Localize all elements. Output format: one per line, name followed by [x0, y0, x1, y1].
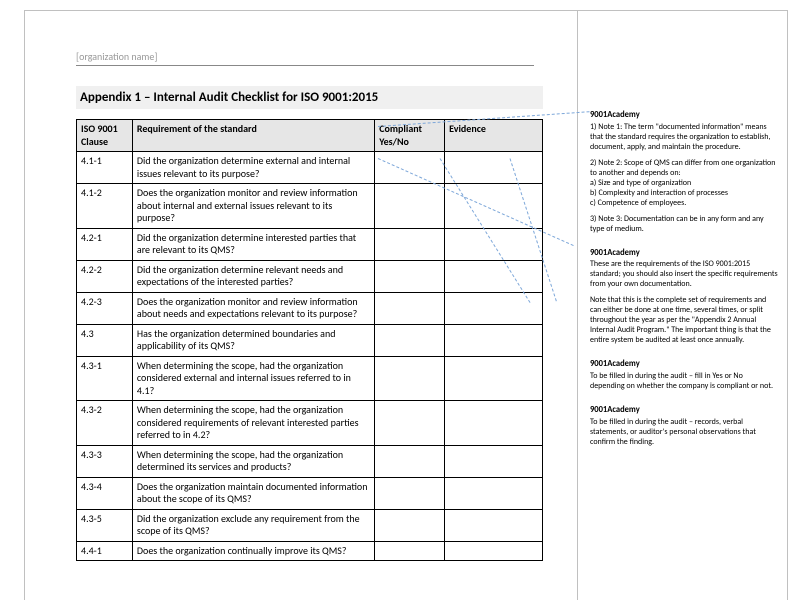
cell-clause: 4.2-2 [77, 260, 133, 292]
cell-evidence[interactable] [445, 477, 543, 509]
cell-compliant[interactable] [375, 401, 445, 446]
comment-author: 9001Academy [590, 110, 778, 121]
comment-block[interactable]: 9001Academy1) Note 1: The term "document… [590, 110, 778, 234]
table-row: 4.1-2Does the organization monitor and r… [77, 184, 543, 229]
cell-requirement: When determining the scope, had the orga… [132, 445, 374, 477]
table-row: 4.2-3Does the organization monitor and r… [77, 292, 543, 324]
table-row: 4.1-1Did the organization determine exte… [77, 152, 543, 184]
cell-clause: 4.3-3 [77, 445, 133, 477]
cell-evidence[interactable] [445, 445, 543, 477]
cell-requirement: Does the organization continually improv… [132, 541, 374, 561]
cell-requirement: Did the organization determine intereste… [132, 228, 374, 260]
cell-requirement: Does the organization monitor and review… [132, 292, 374, 324]
cell-clause: 4.3 [77, 324, 133, 356]
table-row: 4.2-2Did the organization determine rele… [77, 260, 543, 292]
cell-compliant[interactable] [375, 260, 445, 292]
comment-text: To be filled in during the audit – fill … [590, 371, 778, 391]
cell-requirement: Does the organization monitor and review… [132, 184, 374, 229]
organization-name-placeholder[interactable]: [organization name] [76, 50, 534, 66]
comment-author: 9001Academy [590, 248, 778, 259]
cell-clause: 4.2-3 [77, 292, 133, 324]
cell-requirement: Does the organization maintain documente… [132, 477, 374, 509]
comment-author: 9001Academy [590, 359, 778, 370]
audit-checklist-table: ISO 9001 Clause Requirement of the stand… [76, 119, 543, 561]
cell-evidence[interactable] [445, 324, 543, 356]
cell-clause: 4.3-4 [77, 477, 133, 509]
col-header-clause: ISO 9001 Clause [77, 120, 133, 152]
cell-evidence[interactable] [445, 356, 543, 401]
cell-clause: 4.1-2 [77, 184, 133, 229]
col-header-compliant: Compliant Yes/No [375, 120, 445, 152]
cell-clause: 4.1-1 [77, 152, 133, 184]
cell-compliant[interactable] [375, 356, 445, 401]
cell-clause: 4.3-2 [77, 401, 133, 446]
cell-evidence[interactable] [445, 184, 543, 229]
cell-compliant[interactable] [375, 292, 445, 324]
cell-evidence[interactable] [445, 541, 543, 561]
cell-compliant[interactable] [375, 324, 445, 356]
comments-pane: 9001Academy1) Note 1: The term "document… [582, 10, 784, 461]
cell-evidence[interactable] [445, 260, 543, 292]
table-row: 4.3Has the organization determined bound… [77, 324, 543, 356]
cell-clause: 4.3-5 [77, 509, 133, 541]
cell-requirement: Did the organization determine relevant … [132, 260, 374, 292]
cell-requirement: When determining the scope, had the orga… [132, 356, 374, 401]
cell-compliant[interactable] [375, 184, 445, 229]
cell-clause: 4.2-1 [77, 228, 133, 260]
comment-text: These are the requirements of the ISO 90… [590, 259, 778, 345]
document-page: [organization name] Appendix 1 – Interna… [24, 10, 578, 600]
comment-block[interactable]: 9001AcademyTo be filled in during the au… [590, 405, 778, 447]
col-header-requirement: Requirement of the standard [132, 120, 374, 152]
cell-evidence[interactable] [445, 152, 543, 184]
table-row: 4.3-2When determining the scope, had the… [77, 401, 543, 446]
comment-text: 1) Note 1: The term "documented informat… [590, 122, 778, 234]
cell-requirement: Has the organization determined boundari… [132, 324, 374, 356]
cell-compliant[interactable] [375, 152, 445, 184]
cell-clause: 4.3-1 [77, 356, 133, 401]
cell-requirement: Did the organization exclude any require… [132, 509, 374, 541]
cell-evidence[interactable] [445, 292, 543, 324]
col-header-evidence: Evidence [445, 120, 543, 152]
document-title: Appendix 1 – Internal Audit Checklist fo… [76, 86, 543, 109]
cell-compliant[interactable] [375, 477, 445, 509]
table-row: 4.3-1When determining the scope, had the… [77, 356, 543, 401]
comment-block[interactable]: 9001AcademyThese are the requirements of… [590, 248, 778, 346]
cell-evidence[interactable] [445, 401, 543, 446]
comment-text: To be filled in during the audit – recor… [590, 417, 778, 447]
cell-compliant[interactable] [375, 445, 445, 477]
comment-author: 9001Academy [590, 405, 778, 416]
cell-requirement: When determining the scope, had the orga… [132, 401, 374, 446]
table-row: 4.3-4Does the organization maintain docu… [77, 477, 543, 509]
table-row: 4.3-3When determining the scope, had the… [77, 445, 543, 477]
cell-evidence[interactable] [445, 509, 543, 541]
cell-clause: 4.4-1 [77, 541, 133, 561]
cell-requirement: Did the organization determine external … [132, 152, 374, 184]
table-row: 4.4-1Does the organization continually i… [77, 541, 543, 561]
cell-compliant[interactable] [375, 541, 445, 561]
comment-block[interactable]: 9001AcademyTo be filled in during the au… [590, 359, 778, 391]
table-row: 4.3-5Did the organization exclude any re… [77, 509, 543, 541]
table-row: 4.2-1Did the organization determine inte… [77, 228, 543, 260]
cell-compliant[interactable] [375, 228, 445, 260]
cell-evidence[interactable] [445, 228, 543, 260]
cell-compliant[interactable] [375, 509, 445, 541]
